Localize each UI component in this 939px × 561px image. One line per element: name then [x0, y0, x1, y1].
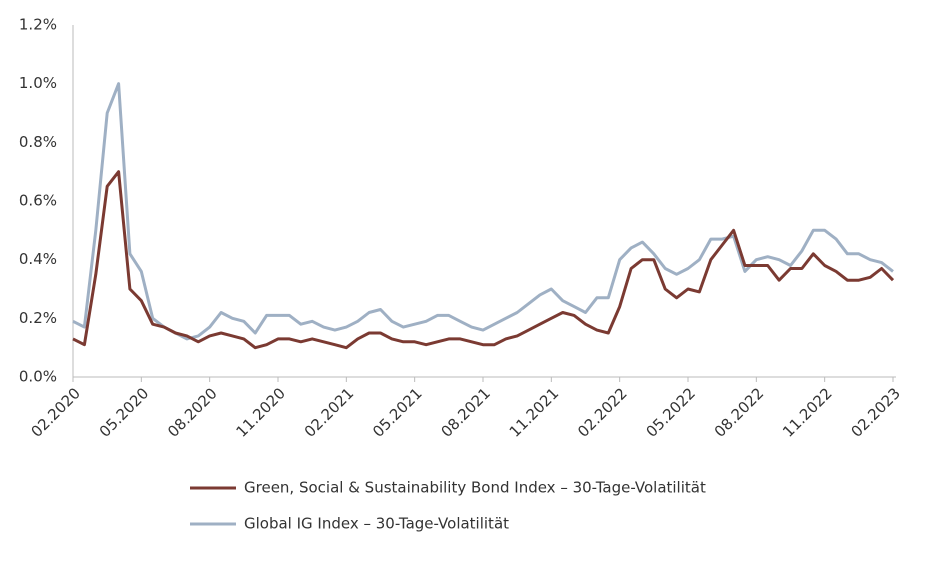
- x-tick-label: 02.2023: [847, 384, 904, 441]
- x-tick-label: 02.2020: [27, 384, 84, 441]
- y-tick-label: 0.0%: [19, 368, 57, 386]
- x-tick-label: 02.2022: [574, 384, 631, 441]
- x-tick-label: 05.2021: [369, 384, 426, 441]
- y-tick-label: 1.2%: [19, 16, 57, 34]
- x-tick-label: 05.2020: [96, 384, 153, 441]
- series-line: [72, 82, 894, 341]
- y-tick-label: 0.6%: [19, 192, 57, 210]
- x-tick-label: 08.2020: [164, 384, 221, 441]
- x-tick-label: 08.2022: [711, 384, 768, 441]
- y-tick-label: 0.4%: [19, 250, 57, 268]
- x-tick-label: 02.2021: [301, 384, 358, 441]
- y-tick-label: 0.2%: [19, 309, 57, 327]
- legend-label: Global IG Index – 30-Tage-Volatilität: [244, 515, 509, 533]
- x-tick-label: 11.2020: [232, 384, 289, 441]
- series-line: [72, 170, 895, 350]
- y-tick-label: 0.8%: [19, 133, 57, 151]
- y-tick-label: 1.0%: [19, 74, 57, 92]
- x-tick-label: 11.2021: [506, 384, 563, 441]
- x-tick-label: 11.2022: [779, 384, 836, 441]
- legend-label: Green, Social & Sustainability Bond Inde…: [244, 479, 706, 497]
- x-tick-label: 08.2021: [437, 384, 494, 441]
- x-tick-label: 05.2022: [642, 384, 699, 441]
